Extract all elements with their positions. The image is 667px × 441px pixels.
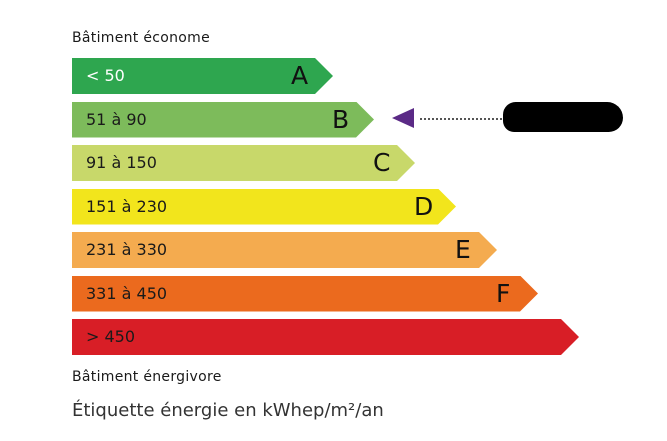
class-range: 51 à 90 — [86, 109, 147, 129]
caption: Étiquette énergie en kWhep/m²/an — [72, 400, 384, 421]
class-range: 91 à 150 — [86, 153, 157, 172]
energy-class-d: 151 à 230 D — [72, 188, 456, 225]
bottom-label: Bâtiment énergivore — [72, 369, 222, 385]
energy-class-e: 231 à 330 E — [72, 232, 497, 268]
class-letter: F — [496, 278, 511, 308]
class-letter: C — [373, 148, 391, 177]
class-letter: B — [332, 104, 350, 134]
indicator-dotted-line — [420, 118, 502, 120]
class-range: < 50 — [86, 66, 125, 85]
indicator-arrow-icon — [392, 108, 414, 128]
class-range: > 450 — [86, 327, 136, 346]
energy-class-b: 51 à 90 B — [72, 101, 374, 138]
energy-class-c: 91 à 150 C — [72, 145, 415, 181]
energy-class-a: < 50 A — [72, 58, 333, 94]
class-letter: D — [414, 191, 434, 221]
class-letter: E — [455, 235, 471, 264]
class-range: 331 à 450 — [86, 283, 168, 303]
energy-class-f: 331 à 450 F — [72, 275, 538, 312]
top-label: Bâtiment économe — [72, 30, 210, 46]
class-letter: A — [291, 61, 309, 90]
class-range: 151 à 230 — [86, 196, 168, 216]
energy-class-g: > 450 — [72, 319, 579, 355]
redacted-value — [503, 102, 623, 132]
class-range: 231 à 330 — [86, 240, 168, 259]
